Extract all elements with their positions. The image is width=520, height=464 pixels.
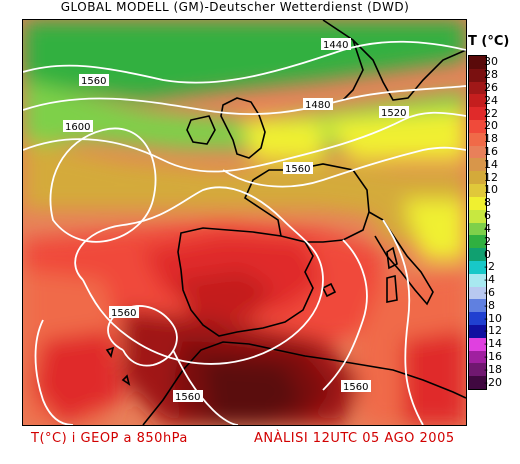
contour-label-1560-west: 1560 [81,76,106,87]
legend-title: T (°C) [468,34,510,49]
legend-swatch [469,94,486,108]
legend-swatch [469,56,486,70]
legend-swatch [469,260,486,275]
legend-label: 28 [484,68,498,82]
contour-label-1480: 1480 [305,100,330,111]
legend-swatch [469,350,486,364]
legend-swatch [469,376,486,390]
legend-swatch [469,209,486,223]
legend-swatch [469,68,486,83]
contour-label-1600: 1600 [65,122,90,133]
legend-swatch [469,222,486,236]
legend-swatch [469,81,486,95]
legend-swatch [469,299,486,313]
legend-label: -12 [484,324,502,338]
legend-label: -10 [484,311,502,325]
legend-swatch [469,363,486,377]
legend-swatch [469,145,486,159]
legend-label: 20 [484,119,498,133]
legend-swatch [469,132,486,147]
legend-label: 6 [484,209,491,223]
temperature-field: 1440 1480 1520 1560 1560 1600 1560 1560 … [23,20,466,425]
legend-swatch [469,196,486,211]
legend-label: 24 [484,93,498,107]
legend-label: 4 [484,221,491,235]
legend-label: 26 [484,81,498,95]
legend-label: 0 [484,247,491,261]
legend-swatch [469,248,486,262]
coastlines [105,20,466,425]
map-title: GLOBAL MODELL (GM)-Deutscher Wetterdiens… [60,0,410,14]
legend-swatch [469,337,486,352]
contour-label-1520: 1520 [381,108,406,119]
contour-label-1560-southeast: 1560 [343,382,368,393]
legend-swatch [469,120,486,134]
legend-swatch [469,273,486,288]
weather-map: 1440 1480 1520 1560 1560 1600 1560 1560 … [22,19,467,426]
legend-label: 2 [484,234,491,248]
contour-label-1560-south: 1560 [175,392,200,403]
geopotential-contours [23,40,466,425]
legend-swatch [469,324,486,339]
legend-label: 14 [484,157,498,171]
legend-label: -2 [484,260,495,274]
legend-label: 12 [484,170,498,184]
legend-label: -4 [484,273,495,287]
legend-swatch [469,171,486,185]
footer-analysis-time: ANÀLISI 12UTC 05 AGO 2005 [254,431,455,446]
legend-swatch [469,184,486,198]
legend-swatch [469,235,486,249]
temperature-legend [468,55,487,390]
legend-label: -20 [484,375,502,389]
legend-label: -18 [484,362,502,376]
contour-label-1440: 1440 [323,40,348,51]
contour-label-1560-north: 1560 [285,164,310,175]
legend-swatch [469,107,486,121]
legend-label: 22 [484,106,498,120]
legend-label: -14 [484,337,502,351]
legend-label: 18 [484,132,498,146]
legend-label: -16 [484,349,502,363]
legend-label: -8 [484,298,495,312]
legend-label: 10 [484,183,498,197]
legend-label: 16 [484,145,498,159]
legend-swatch [469,286,486,300]
legend-label: 8 [484,196,491,210]
legend-swatch [469,312,486,326]
legend-label: 30 [484,55,498,69]
legend-swatch [469,158,486,172]
footer-variable: T(°C) i GEOP a 850hPa [31,431,188,446]
contour-label-1560-southwest: 1560 [111,308,136,319]
legend-label: -6 [484,285,495,299]
